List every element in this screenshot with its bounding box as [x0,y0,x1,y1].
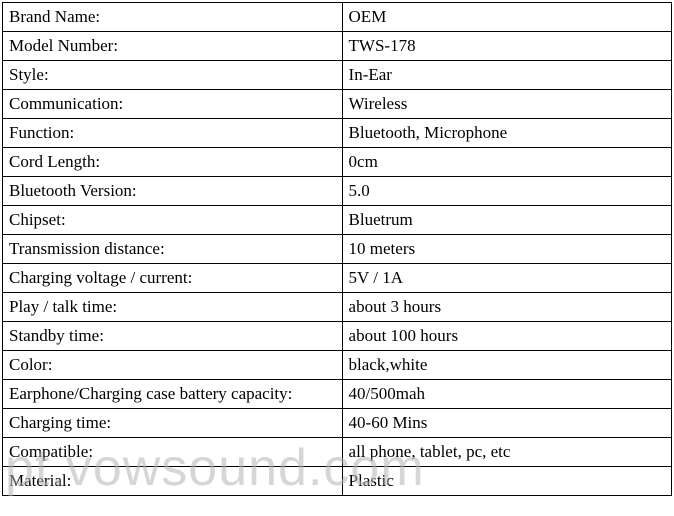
table-row: Material:Plastic [3,467,672,496]
spec-value: Wireless [342,90,671,119]
spec-value: 40-60 Mins [342,409,671,438]
specifications-table-body: Brand Name:OEMModel Number:TWS-178Style:… [3,3,672,496]
spec-label: Charging time: [3,409,343,438]
table-row: Cord Length:0cm [3,148,672,177]
table-row: Bluetooth Version:5.0 [3,177,672,206]
spec-value: 5V / 1A [342,264,671,293]
spec-value: Bluetooth, Microphone [342,119,671,148]
table-row: Communication:Wireless [3,90,672,119]
spec-value: black,white [342,351,671,380]
spec-label: Brand Name: [3,3,343,32]
table-row: Charging time:40-60 Mins [3,409,672,438]
table-row: Style:In-Ear [3,61,672,90]
spec-label: Material: [3,467,343,496]
table-row: Charging voltage / current:5V / 1A [3,264,672,293]
spec-label: Color: [3,351,343,380]
table-row: Model Number:TWS-178 [3,32,672,61]
spec-value: about 3 hours [342,293,671,322]
table-row: Color:black,white [3,351,672,380]
spec-value: OEM [342,3,671,32]
spec-label: Chipset: [3,206,343,235]
spec-label: Play / talk time: [3,293,343,322]
spec-value: TWS-178 [342,32,671,61]
table-row: Standby time:about 100 hours [3,322,672,351]
spec-value: about 100 hours [342,322,671,351]
spec-value: In-Ear [342,61,671,90]
spec-value: 10 meters [342,235,671,264]
spec-value: Plastic [342,467,671,496]
table-row: Function:Bluetooth, Microphone [3,119,672,148]
spec-label: Communication: [3,90,343,119]
table-row: Chipset:Bluetrum [3,206,672,235]
spec-value: 5.0 [342,177,671,206]
spec-label: Cord Length: [3,148,343,177]
spec-label: Compatible: [3,438,343,467]
table-row: Transmission distance:10 meters [3,235,672,264]
specifications-table: Brand Name:OEMModel Number:TWS-178Style:… [2,2,672,496]
spec-label: Standby time: [3,322,343,351]
spec-value: Bluetrum [342,206,671,235]
spec-label: Charging voltage / current: [3,264,343,293]
spec-label: Earphone/Charging case battery capacity: [3,380,343,409]
spec-value: 0cm [342,148,671,177]
table-row: Earphone/Charging case battery capacity:… [3,380,672,409]
spec-label: Transmission distance: [3,235,343,264]
spec-label: Model Number: [3,32,343,61]
table-row: Play / talk time:about 3 hours [3,293,672,322]
spec-label: Style: [3,61,343,90]
table-row: Brand Name:OEM [3,3,672,32]
spec-label: Function: [3,119,343,148]
spec-label: Bluetooth Version: [3,177,343,206]
spec-value: all phone, tablet, pc, etc [342,438,671,467]
table-row: Compatible:all phone, tablet, pc, etc [3,438,672,467]
spec-value: 40/500mah [342,380,671,409]
